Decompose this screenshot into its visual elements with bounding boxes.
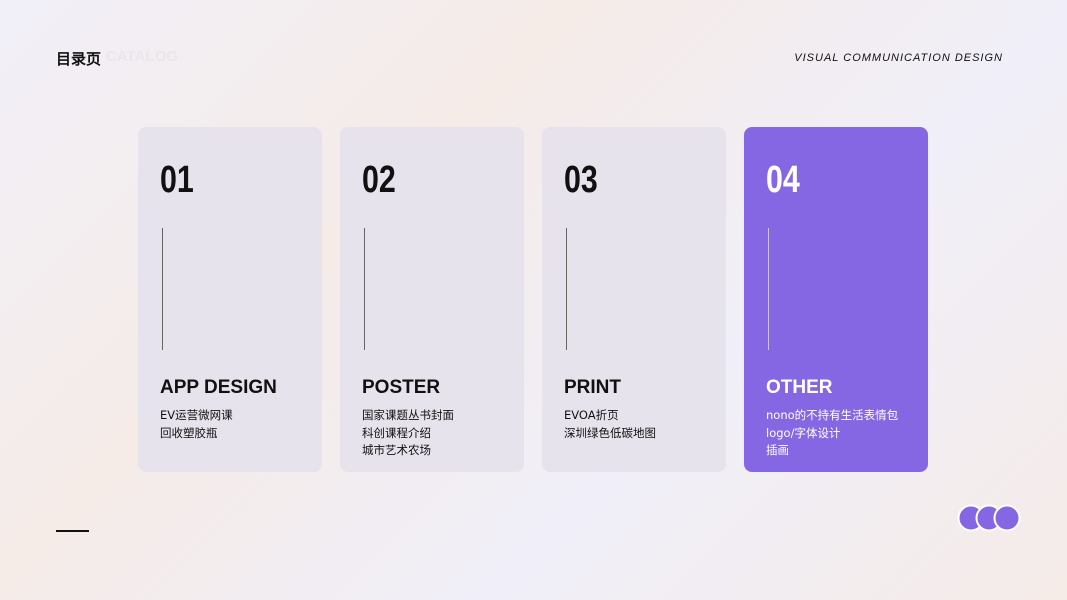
card-title: APP DESIGN: [160, 377, 277, 398]
card-items: 国家课题丛书封面 科创课程介绍 城市艺术农场: [362, 407, 454, 460]
card-number: 04: [766, 159, 800, 201]
card-item: 科创课程介绍: [362, 425, 431, 440]
card-title: OTHER: [766, 377, 833, 398]
divider: [768, 228, 769, 350]
card-title: POSTER: [362, 377, 441, 398]
dot: [993, 504, 1021, 532]
page-title: 目录页: [56, 50, 102, 68]
divider: [162, 228, 163, 350]
card: 03 PRINT EVOA折页深圳绿色低碳地图: [542, 127, 726, 472]
card-number: 02: [362, 159, 396, 201]
decor-dots: [957, 504, 1021, 532]
divider: [364, 228, 365, 350]
page-subtitle: CATALOG: [106, 48, 178, 65]
tagline: VISUAL COMMUNICATION DESIGN: [794, 52, 1003, 64]
divider: [566, 228, 567, 350]
card-number: 03: [564, 159, 598, 201]
card-item: nono的不持有生活表情包: [766, 408, 899, 422]
card-item: EVOA折页: [564, 408, 619, 422]
card-item: 回收塑胶瓶: [160, 425, 218, 440]
card-items: EV运营微网课 回收塑胶瓶: [160, 407, 233, 442]
card-item: 深圳绿色低碳地图: [564, 425, 656, 440]
card-item: EV运营微网课: [160, 408, 233, 422]
card-items: nono的不持有生活表情包 logo/字体设计 插画: [766, 407, 898, 460]
card-item: 城市艺术农场: [362, 443, 431, 457]
card: 02 POSTER 国家课题丛书封面 科创课程介绍 城市艺术农场: [340, 127, 524, 472]
card: 01 APP DESIGN EV运营微网课 回收塑胶瓶: [138, 127, 322, 472]
card: 04 OTHER nono的不持有生活表情包 logo/字体设计 插画: [744, 127, 928, 472]
card-items: EVOA折页深圳绿色低碳地图: [564, 407, 656, 442]
decor-line: [56, 530, 89, 532]
card-number: 01: [160, 159, 194, 201]
card-item: logo/字体设计: [766, 425, 841, 440]
card-item: 国家课题丛书封面: [362, 408, 454, 422]
card-title: PRINT: [564, 377, 621, 398]
card-item: 插画: [766, 443, 789, 457]
